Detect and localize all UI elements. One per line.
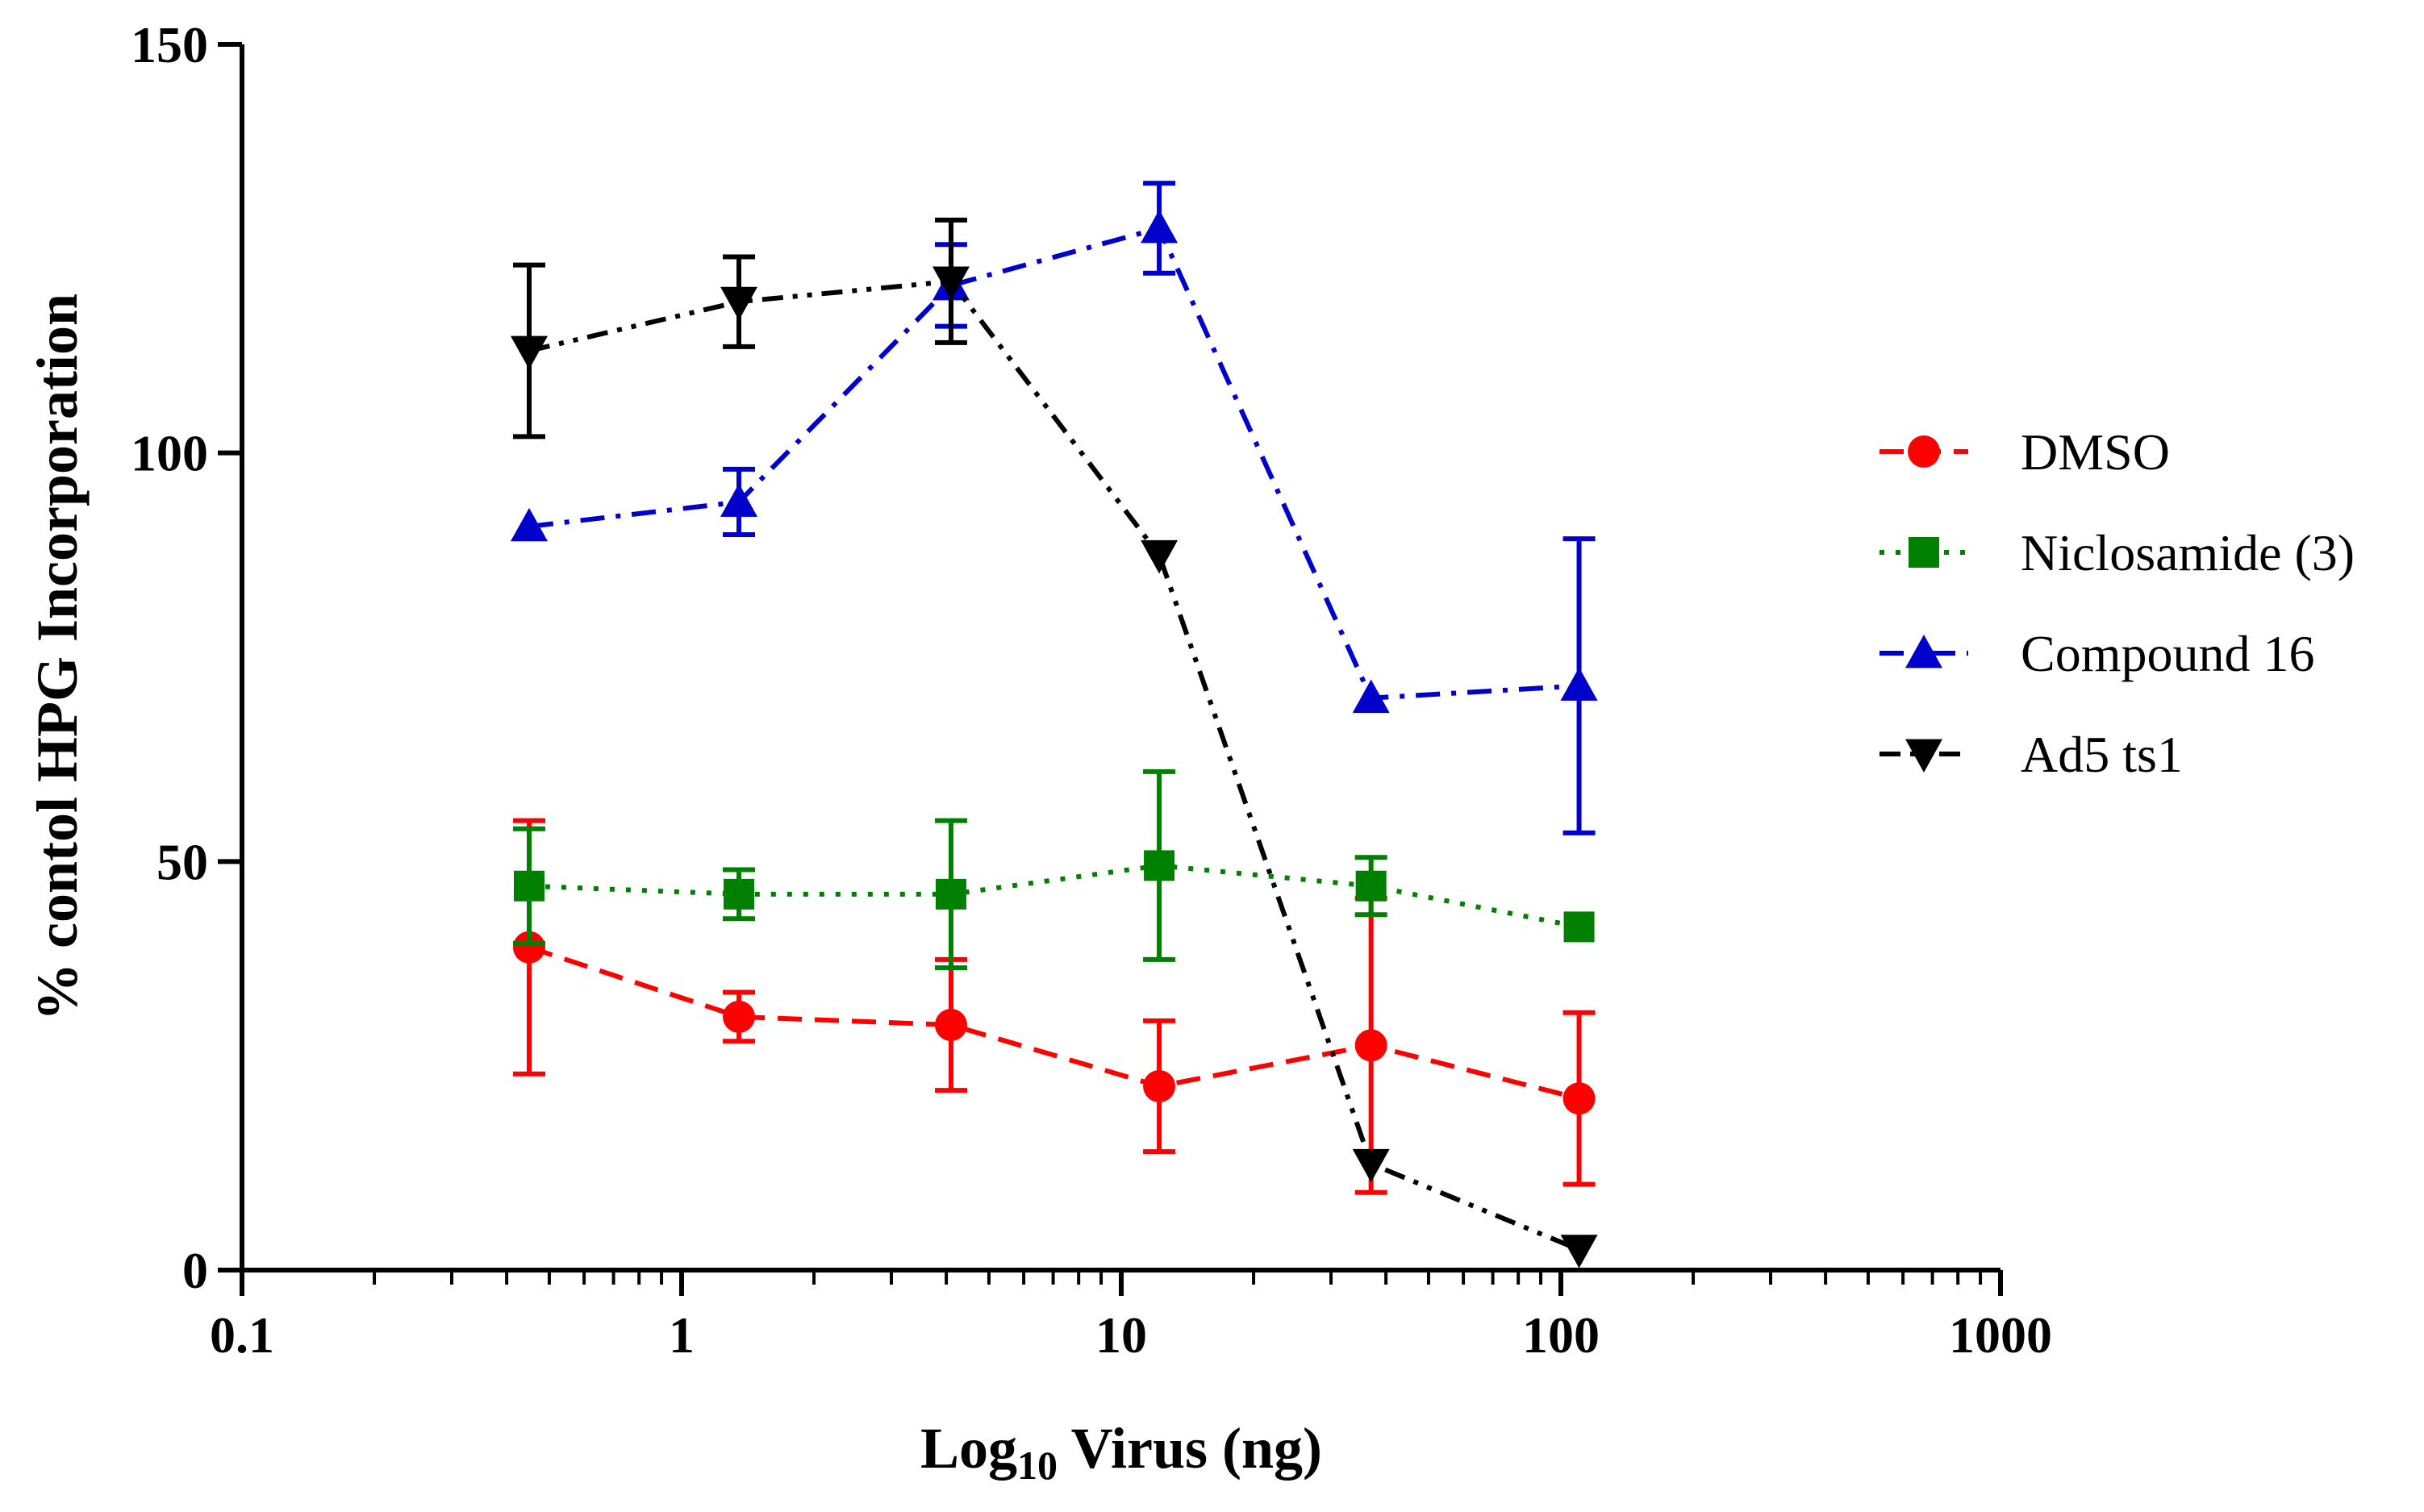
- y-axis-label: % contol HPG Incorporation: [25, 294, 90, 1021]
- legend-label: Ad5 ts1: [2021, 726, 2183, 783]
- legend-item: DMSO: [1880, 423, 2170, 481]
- legend-label: Compound 16: [2021, 625, 2314, 682]
- series-compound-16: [511, 181, 1598, 835]
- data-point: [723, 1000, 756, 1033]
- y-tick-label: 150: [131, 16, 208, 73]
- x-tick-label: 10: [1095, 1306, 1147, 1364]
- data-point: [514, 870, 545, 902]
- legend-item: Ad5 ts1: [1880, 726, 2183, 783]
- x-tick-label: 1000: [1949, 1306, 2052, 1364]
- series-niclosamide-3-: [513, 768, 1595, 971]
- y-tick-label: 100: [131, 425, 208, 482]
- y-tick-label: 0: [182, 1242, 208, 1299]
- data-point: [513, 931, 546, 964]
- data-point: [724, 878, 755, 910]
- legend-item: Compound 16: [1880, 625, 2314, 682]
- legend-marker: [1905, 635, 1942, 669]
- data-point: [1562, 1082, 1596, 1115]
- data-point: [1352, 1148, 1390, 1183]
- x-tick-label: 100: [1522, 1306, 1600, 1364]
- legend-marker: [1905, 739, 1942, 773]
- data-point: [934, 1009, 967, 1041]
- x-axis-label: Log10 Virus (ng): [920, 1416, 1322, 1488]
- data-point: [720, 483, 758, 517]
- data-point: [1563, 911, 1595, 943]
- data-point: [1141, 539, 1179, 574]
- y-tick-label: 50: [156, 833, 208, 890]
- data-point: [1352, 679, 1390, 714]
- series-line: [528, 863, 1580, 930]
- series-line: [528, 944, 1580, 1102]
- data-point: [1354, 1029, 1387, 1062]
- series-line: [528, 225, 1579, 701]
- data-point: [511, 335, 549, 369]
- legend-label: DMSO: [2021, 423, 2170, 481]
- series-dmso: [513, 818, 1596, 1195]
- data-point: [935, 878, 966, 910]
- series-ad5-ts1: [511, 217, 1598, 1268]
- legend-marker: [1908, 435, 1940, 468]
- legend: DMSO Niclosamide (3) Compound 16 Ad5 ts1: [1880, 423, 2355, 783]
- data-point: [511, 507, 549, 542]
- series-line: [528, 278, 1580, 1252]
- data-point: [1560, 1235, 1598, 1268]
- series-layer: [511, 181, 1598, 1268]
- data-point: [1560, 667, 1598, 701]
- data-point: [720, 286, 758, 321]
- data-point: [1355, 870, 1387, 902]
- legend-item: Niclosamide (3): [1880, 524, 2355, 581]
- data-point: [932, 266, 970, 300]
- data-point: [1143, 1070, 1176, 1102]
- legend-marker: [1909, 537, 1939, 568]
- axes: 0 50 100 150 0.1 1 10 100 1000 % contol HPG Incor…: [25, 16, 2052, 1488]
- x-tick-label: 0.1: [210, 1306, 274, 1364]
- data-point: [1144, 850, 1175, 881]
- x-tick-label: 1: [669, 1306, 695, 1364]
- legend-label: Niclosamide (3): [2021, 524, 2355, 581]
- data-point: [1141, 210, 1179, 244]
